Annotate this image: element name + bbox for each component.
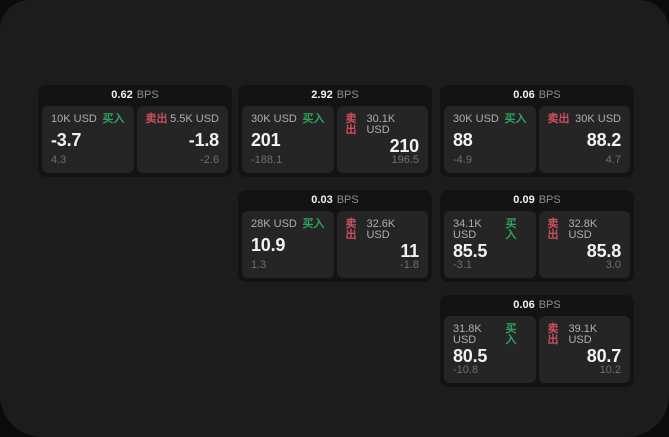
sell-panel[interactable]: 卖出 39.1K USD 80.7 10.2: [538, 316, 630, 383]
buy-price: 88: [453, 130, 473, 150]
buy-panel[interactable]: 30K USD 买入 88 -4.9: [444, 106, 536, 173]
sell-price: 11: [400, 240, 419, 261]
sell-price: 210: [389, 135, 420, 156]
sell-side-label: 卖出: [345, 113, 357, 136]
sell-price: -1.8: [188, 130, 219, 150]
buy-amount: 10K USD: [51, 113, 97, 125]
sell-side-label: 卖出: [547, 323, 559, 346]
buy-sub-value: -3.1: [453, 259, 472, 271]
quote-card: 0.03 BPS 28K USD 买入 10.9 1.3 卖出 32.6K US…: [238, 190, 432, 282]
sell-amount: 30K USD: [575, 113, 621, 125]
buy-panel[interactable]: 30K USD 买入 201 -188.1: [242, 106, 334, 173]
buy-amount: 30K USD: [251, 113, 297, 125]
buy-amount: 30K USD: [453, 113, 499, 125]
sell-panel[interactable]: 卖出 30K USD 88.2 4.7: [538, 106, 630, 173]
sell-amount: 5.5K USD: [170, 113, 219, 125]
bps-value: 0.62: [111, 89, 133, 101]
buy-sub-value: -10.8: [453, 364, 479, 376]
bps-value: 0.06: [513, 299, 535, 311]
quote-panels: 10K USD 买入 -3.7 4.3 卖出 5.5K USD -1.8 -2.…: [42, 106, 228, 173]
quote-panels: 30K USD 买入 201 -188.1 卖出 30.1K USD 210 1…: [242, 106, 428, 173]
quote-panels: 28K USD 买入 10.9 1.3 卖出 32.6K USD 11 -1.8: [242, 211, 428, 278]
quote-card: 0.06 BPS 31.8K USD 买入 80.5 -10.8 卖出 39.1…: [440, 295, 634, 387]
sell-amount: 39.1K USD: [568, 323, 598, 346]
quote-panels: 34.1K USD 买入 85.5 -3.1 卖出 32.8K USD 85.8…: [444, 211, 630, 278]
buy-panel[interactable]: 31.8K USD 买入 80.5 -10.8: [444, 316, 536, 383]
sell-sub-value: 4.7: [605, 154, 621, 166]
buy-price: 10.9: [251, 235, 286, 255]
quote-card: 2.92 BPS 30K USD 买入 201 -188.1 卖出 30.1K …: [238, 85, 432, 177]
buy-side-label: 买入: [102, 113, 125, 125]
buy-amount: 28K USD: [251, 218, 297, 230]
card-header: 0.62 BPS: [42, 85, 228, 106]
buy-sub-value: -4.9: [453, 154, 472, 166]
buy-sub-value: 4.3: [51, 154, 67, 166]
card-header: 0.06 BPS: [444, 295, 630, 316]
bps-unit-label: BPS: [538, 89, 561, 101]
bps-unit-label: BPS: [336, 194, 359, 206]
buy-panel[interactable]: 28K USD 买入 10.9 1.3: [242, 211, 334, 278]
sell-amount: 32.8K USD: [568, 218, 598, 241]
sell-panel[interactable]: 卖出 5.5K USD -1.8 -2.6: [136, 106, 228, 173]
bps-unit-label: BPS: [538, 299, 561, 311]
sell-price: 88.2: [586, 130, 621, 150]
sell-side-label: 卖出: [145, 113, 168, 125]
sell-panel[interactable]: 卖出 32.6K USD 11 -1.8: [336, 211, 428, 278]
buy-sub-value: -188.1: [251, 154, 283, 166]
buy-side-label: 买入: [504, 113, 527, 125]
quote-panels: 31.8K USD 买入 80.5 -10.8 卖出 39.1K USD 80.…: [444, 316, 630, 383]
buy-side-label: 买入: [505, 218, 517, 241]
card-header: 2.92 BPS: [242, 85, 428, 106]
quote-card: 0.62 BPS 10K USD 买入 -3.7 4.3 卖出 5.5K USD: [38, 85, 232, 177]
buy-side-label: 买入: [302, 218, 325, 230]
card-header: 0.09 BPS: [444, 190, 630, 211]
quote-card: 0.09 BPS 34.1K USD 买入 85.5 -3.1 卖出 32.8K…: [440, 190, 634, 282]
buy-amount: 34.1K USD: [453, 218, 482, 241]
sell-sub-value: -1.8: [400, 259, 419, 271]
sell-sub-value: 3.0: [605, 259, 621, 271]
quote-card: 0.06 BPS 30K USD 买入 88 -4.9 卖出 30K USD: [440, 85, 634, 177]
sell-side-label: 卖出: [345, 218, 357, 241]
sell-amount: 30.1K USD: [366, 113, 396, 136]
buy-amount: 31.8K USD: [453, 323, 482, 346]
buy-price: 85.5: [453, 240, 488, 261]
buy-price: -3.7: [51, 130, 82, 150]
sell-sub-value: 196.5: [391, 154, 419, 166]
sell-side-label: 卖出: [547, 113, 570, 125]
sell-price: 85.8: [586, 240, 621, 261]
bps-value: 0.09: [513, 194, 535, 206]
sell-amount: 32.6K USD: [366, 218, 396, 241]
bps-unit-label: BPS: [136, 89, 159, 101]
card-header: 0.03 BPS: [242, 190, 428, 211]
buy-panel[interactable]: 10K USD 买入 -3.7 4.3: [42, 106, 134, 173]
card-header: 0.06 BPS: [444, 85, 630, 106]
sell-panel[interactable]: 卖出 32.8K USD 85.8 3.0: [538, 211, 630, 278]
bps-unit-label: BPS: [336, 89, 359, 101]
buy-side-label: 买入: [302, 113, 325, 125]
quote-panels: 30K USD 买入 88 -4.9 卖出 30K USD 88.2 4.7: [444, 106, 630, 173]
bps-unit-label: BPS: [538, 194, 561, 206]
sell-sub-value: 10.2: [599, 364, 621, 376]
bps-value: 0.06: [513, 89, 535, 101]
buy-panel[interactable]: 34.1K USD 买入 85.5 -3.1: [444, 211, 536, 278]
buy-price: 80.5: [453, 345, 488, 366]
buy-sub-value: 1.3: [251, 259, 267, 271]
bps-value: 2.92: [311, 89, 333, 101]
bps-value: 0.03: [311, 194, 333, 206]
buy-side-label: 买入: [505, 323, 517, 346]
sell-sub-value: -2.6: [200, 154, 219, 166]
sell-price: 80.7: [586, 345, 621, 366]
sell-side-label: 卖出: [547, 218, 559, 241]
sell-panel[interactable]: 卖出 30.1K USD 210 196.5: [336, 106, 428, 173]
buy-price: 201: [251, 130, 281, 150]
